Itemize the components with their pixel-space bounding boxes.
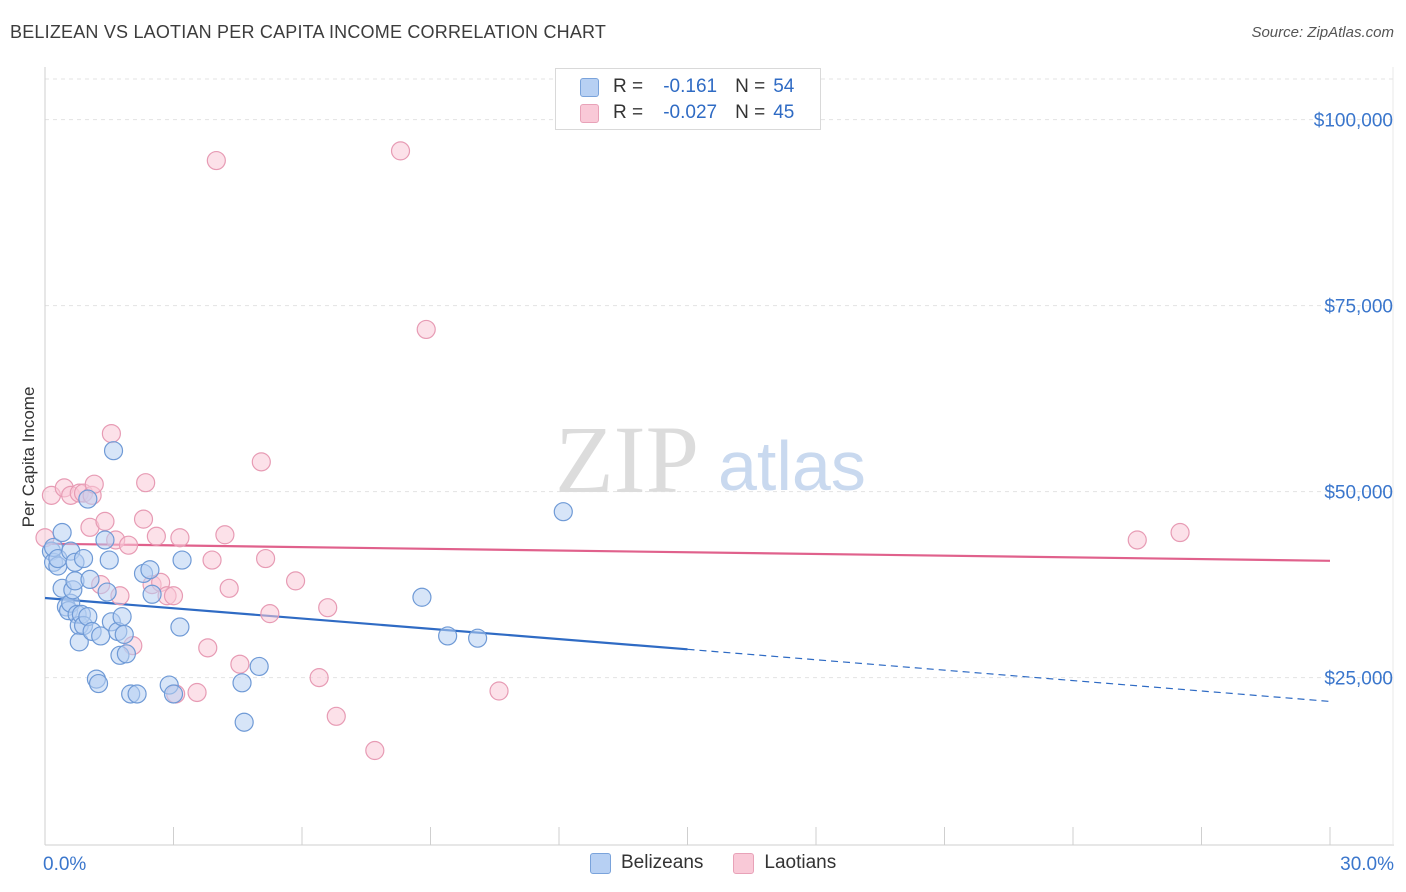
- watermark-atlas: atlas: [718, 427, 866, 505]
- laotians-point: [101, 423, 121, 444]
- r-value: -0.161: [663, 76, 718, 97]
- laotians-point: [251, 452, 271, 472]
- laotians-point: [1127, 530, 1147, 550]
- belizeans-point: [88, 673, 109, 694]
- belizeans-point: [114, 624, 134, 645]
- x-tick-label: 0.0%: [43, 854, 86, 875]
- laotians-trend-line: [44, 542, 1331, 562]
- x-tick-label: 30.0%: [1340, 854, 1394, 875]
- n-value: 54: [773, 76, 795, 97]
- laotians-point: [318, 598, 338, 618]
- y-axis-label: Per Capita Income: [19, 387, 38, 528]
- laotians-point: [136, 473, 156, 493]
- correlation-legend: R = -0.161 N = 54 R = -0.027 N = 45: [555, 68, 821, 130]
- trend-lines: [44, 542, 1331, 703]
- laotians-point: [206, 150, 226, 171]
- legend-row-belizeans: R = -0.161 N = 54: [580, 75, 794, 99]
- watermark-zip: ZIP: [555, 406, 699, 513]
- laotians-swatch: [733, 852, 755, 874]
- r-label: R =: [613, 76, 644, 97]
- laotians-point: [133, 509, 154, 529]
- belizeans-points: [41, 441, 573, 732]
- belizeans-point: [80, 569, 100, 590]
- laotians-point: [202, 550, 222, 570]
- belizeans-point: [112, 607, 132, 627]
- belizeans-point: [232, 673, 252, 693]
- y-tick-label: $50,000: [1324, 483, 1393, 504]
- belizeans-point: [103, 441, 124, 461]
- tick-labels: $25,000 $50,000 $75,000 $100,000 0.0% 30.0%: [43, 111, 1394, 875]
- laotians-point: [215, 525, 235, 545]
- y-tick-label: $25,000: [1324, 669, 1393, 690]
- laotians-point: [95, 511, 115, 531]
- belizeans-point: [127, 684, 147, 704]
- belizeans-point: [52, 522, 72, 543]
- belizeans-point: [99, 550, 119, 570]
- belizeans-point: [468, 628, 488, 648]
- n-value: 45: [773, 102, 795, 123]
- belizeans-point: [73, 548, 94, 569]
- laotians-point: [198, 638, 218, 658]
- laotians-point: [416, 319, 436, 340]
- n-label: N =: [735, 102, 766, 123]
- y-tick-label: $75,000: [1324, 297, 1393, 318]
- laotians-point: [219, 578, 239, 598]
- y-tick-label: $100,000: [1314, 111, 1393, 132]
- laotians-point: [170, 528, 190, 548]
- belizeans-point: [140, 560, 160, 580]
- legend-label-belizeans: Belizeans: [621, 852, 704, 873]
- belizeans-point: [438, 626, 458, 646]
- r-value: -0.027: [663, 102, 718, 123]
- laotians-point: [163, 586, 184, 606]
- laotians-point: [309, 668, 329, 688]
- chart-title: BELIZEAN VS LAOTIAN PER CAPITA INCOME CO…: [10, 22, 607, 42]
- laotians-point: [1170, 522, 1190, 543]
- r-label: R =: [613, 102, 644, 123]
- belizeans-point: [116, 644, 136, 664]
- legend-item-belizeans: Belizeans: [590, 852, 703, 874]
- gridlines: [45, 78, 1394, 679]
- belizeans-trend-line: [44, 596, 688, 651]
- laotians-point: [285, 571, 306, 591]
- laotians-point: [326, 706, 346, 726]
- chart-source: Source: ZipAtlas.com: [1251, 24, 1394, 41]
- laotians-point: [390, 141, 411, 161]
- watermark: ZIP atlas: [555, 406, 866, 513]
- legend-row-laotians: R = -0.027 N = 45: [580, 101, 794, 125]
- laotians-swatch: [580, 103, 599, 123]
- belizeans-point: [97, 582, 117, 602]
- series-legend: Belizeans Laotians: [590, 852, 866, 874]
- laotians-point: [260, 604, 280, 624]
- belizeans-point: [78, 489, 98, 509]
- laotians-point: [365, 740, 385, 761]
- belizeans-swatch: [590, 852, 611, 874]
- n-label: N =: [735, 76, 766, 97]
- legend-item-laotians: Laotians: [733, 852, 836, 874]
- belizeans-trend-extension: [687, 648, 1331, 703]
- laotians-point: [255, 548, 276, 569]
- belizeans-point: [163, 684, 184, 704]
- legend-label-laotians: Laotians: [764, 852, 837, 873]
- belizeans-point: [142, 584, 162, 604]
- laotians-point: [230, 654, 250, 674]
- laotians-point: [118, 535, 139, 555]
- belizeans-point: [95, 530, 115, 550]
- belizeans-point: [412, 587, 432, 607]
- axes: [44, 67, 1394, 846]
- laotians-point: [489, 681, 509, 701]
- belizeans-point: [172, 550, 192, 570]
- belizeans-swatch: [580, 77, 599, 97]
- belizeans-point: [249, 656, 269, 677]
- laotians-point: [146, 526, 166, 546]
- laotians-point: [187, 682, 207, 703]
- belizeans-point: [234, 712, 254, 732]
- belizeans-point: [170, 617, 190, 637]
- belizeans-point: [553, 502, 573, 522]
